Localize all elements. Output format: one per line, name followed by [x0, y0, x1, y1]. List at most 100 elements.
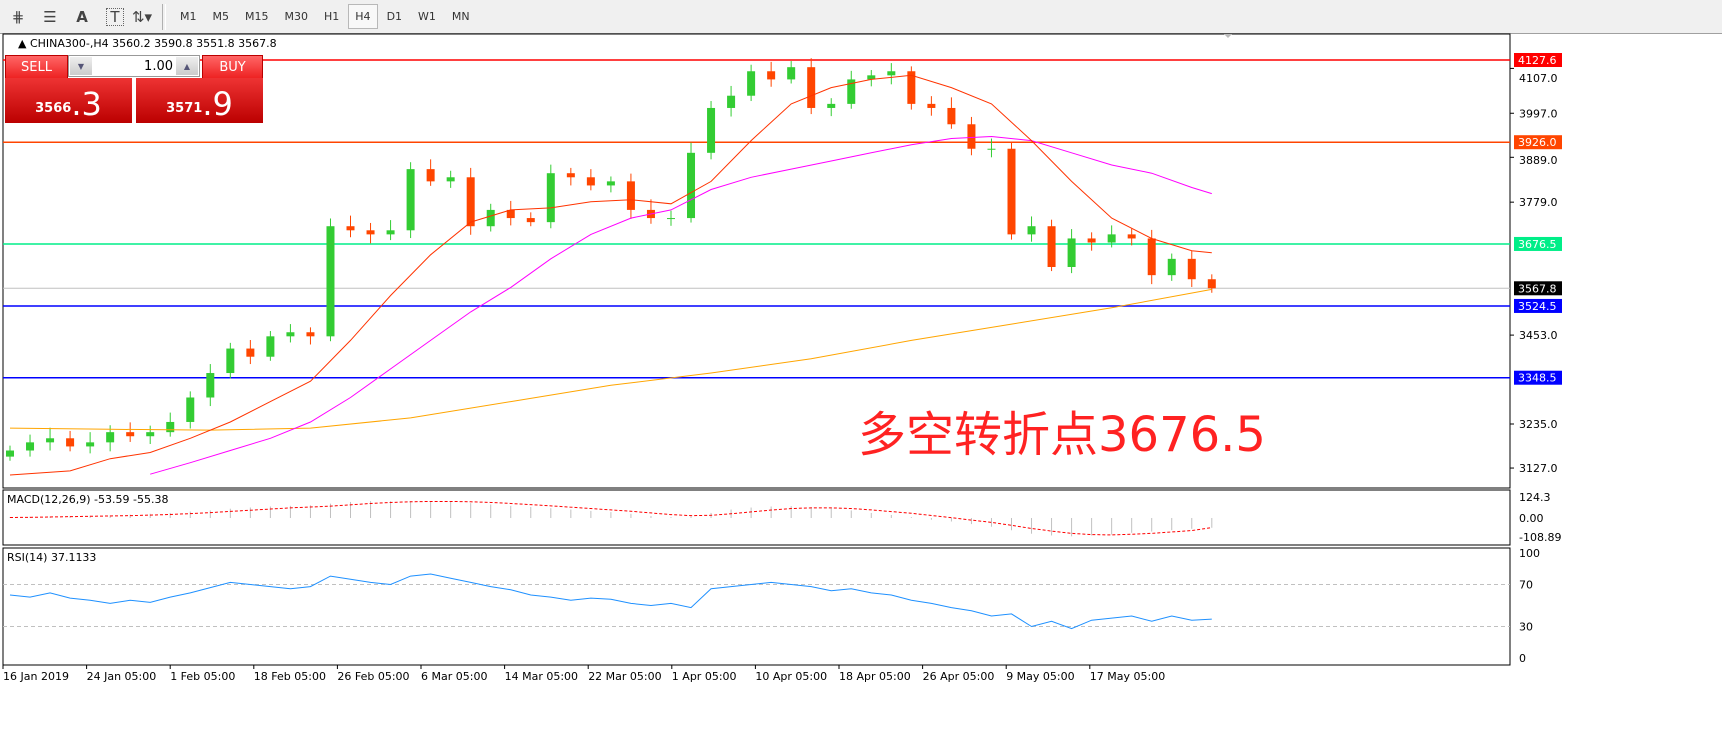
candle-body — [867, 75, 876, 80]
level-price-label: 3676.5 — [1518, 238, 1557, 251]
annotation-text: 多空转折点3676.5 — [858, 407, 1266, 463]
candle-body — [807, 67, 816, 108]
candle-body — [246, 348, 255, 357]
timeframe-m5[interactable]: M5 — [212, 10, 230, 23]
level-price-tag — [1514, 236, 1562, 251]
toolbar: ⋕ ☰ A T ⇅▾ M1 M5 M15 M30 H1 H4 D1 W1 MN — [0, 0, 1722, 34]
arrows-icon[interactable]: ⇅▾ — [131, 7, 153, 26]
text-label-icon[interactable]: T — [106, 7, 124, 26]
sell-button[interactable]: SELL — [5, 55, 68, 79]
candle-body — [306, 332, 315, 337]
price-tick-label: 3127.0 — [1519, 462, 1558, 475]
candle-body — [226, 348, 235, 374]
macd-tick-label: 0.00 — [1519, 512, 1544, 525]
date-label: 24 Jan 05:00 — [87, 670, 157, 683]
lot-size-input[interactable]: ▼ 1.00 ▲ — [68, 55, 200, 77]
candle-body — [426, 169, 435, 182]
candle-body — [406, 169, 415, 231]
candle-body — [386, 230, 395, 235]
candle-body — [1187, 258, 1196, 280]
candle-body — [1147, 238, 1156, 276]
level-price-tag — [1514, 370, 1562, 385]
candle-body — [1207, 279, 1216, 289]
toolbar-separator — [162, 3, 166, 30]
candle-body — [166, 421, 175, 433]
candle-body — [847, 79, 856, 104]
lot-decrease-button[interactable]: ▼ — [70, 57, 92, 75]
chart-header: ▲ CHINA300-,H4 3560.2 3590.8 3551.8 3567… — [18, 37, 277, 50]
chart-shift-marker — [1224, 34, 1232, 38]
level-price-label: 4127.6 — [1518, 54, 1557, 67]
timeframe-m30[interactable]: M30 — [284, 10, 309, 23]
lot-increase-button[interactable]: ▲ — [176, 57, 198, 75]
price-tick-label: 3779.0 — [1519, 196, 1558, 209]
price-tick-label: 4107.0 — [1519, 72, 1558, 85]
candle-body — [927, 103, 936, 108]
timeframe-m1[interactable]: M1 — [180, 10, 197, 23]
candle-body — [286, 332, 295, 337]
timeframe-m15[interactable]: M15 — [245, 10, 269, 23]
timeframe-mn[interactable]: MN — [451, 10, 470, 23]
candle-body — [626, 181, 635, 210]
date-label: 18 Feb 05:00 — [254, 670, 326, 683]
candle-body — [526, 218, 535, 223]
candle-body — [486, 209, 495, 227]
rsi-tick-label: 30 — [1519, 621, 1533, 634]
candle-body — [767, 71, 776, 80]
candle-body — [146, 432, 155, 437]
one-click-trading-panel: SELL ▼ 1.00 ▲ BUY 3566.3 3571.9 — [5, 55, 263, 124]
candle-body — [1127, 234, 1136, 239]
buy-price[interactable]: 3571.9 — [136, 78, 263, 123]
sell-price[interactable]: 3566.3 — [5, 78, 132, 123]
fibonacci-fan-icon[interactable]: ☰ — [43, 7, 57, 26]
price-tick-label: 3235.0 — [1519, 418, 1558, 431]
candle-body — [687, 152, 696, 219]
buy-price-main: 3571 — [166, 101, 203, 116]
level-price-tag — [1514, 298, 1562, 313]
candle-body — [346, 226, 355, 231]
candle-body — [1007, 148, 1016, 235]
fibonacci-expansion-icon[interactable]: ⋕ — [11, 7, 25, 26]
candle-body — [126, 432, 135, 437]
date-label: 9 May 05:00 — [1006, 670, 1074, 683]
timeframe-d1[interactable]: D1 — [386, 10, 403, 23]
price-tick-label: 3453.0 — [1519, 329, 1558, 342]
price-tick-label: 3997.0 — [1519, 107, 1558, 120]
current-price-label: 3567.8 — [1518, 282, 1557, 295]
current-price-tag — [1514, 281, 1562, 296]
macd-tick-label: 124.3 — [1519, 491, 1551, 504]
candle-body — [787, 67, 796, 80]
candle-body — [206, 373, 215, 398]
timeframe-w1[interactable]: W1 — [418, 10, 436, 23]
rsi-line — [9, 573, 1212, 630]
candle-body — [1107, 234, 1116, 243]
candle-body — [446, 177, 455, 182]
main-panel-frame — [2, 33, 1511, 489]
timeframe-h4[interactable]: H4 — [348, 4, 378, 29]
buy-button[interactable]: BUY — [202, 55, 263, 79]
candle-body — [967, 124, 976, 149]
timeframe-h1[interactable]: H1 — [324, 10, 340, 23]
candle-body — [86, 442, 95, 447]
candle-body — [1067, 238, 1076, 267]
candle-body — [66, 438, 75, 447]
date-label: 10 Apr 05:00 — [755, 670, 827, 683]
candle-body — [666, 218, 675, 220]
candle-body — [586, 177, 595, 186]
candle-body — [186, 397, 195, 422]
macd-tick-label: -108.89 — [1519, 531, 1561, 544]
price-tick-label: 3889.0 — [1519, 154, 1558, 167]
level-price-label: 3348.5 — [1518, 372, 1557, 385]
lot-value: 1.00 — [144, 59, 173, 74]
rsi-tick-label: 70 — [1519, 579, 1533, 592]
candle-body — [827, 103, 836, 108]
candle-body — [947, 107, 956, 125]
date-label: 1 Feb 05:00 — [170, 670, 235, 683]
buy-price-pips: .9 — [202, 85, 233, 123]
sell-price-pips: .3 — [71, 85, 102, 123]
text-icon[interactable]: A — [76, 7, 88, 26]
date-label: 1 Apr 05:00 — [672, 670, 737, 683]
candle-body — [326, 226, 335, 337]
candle-body — [26, 442, 35, 451]
